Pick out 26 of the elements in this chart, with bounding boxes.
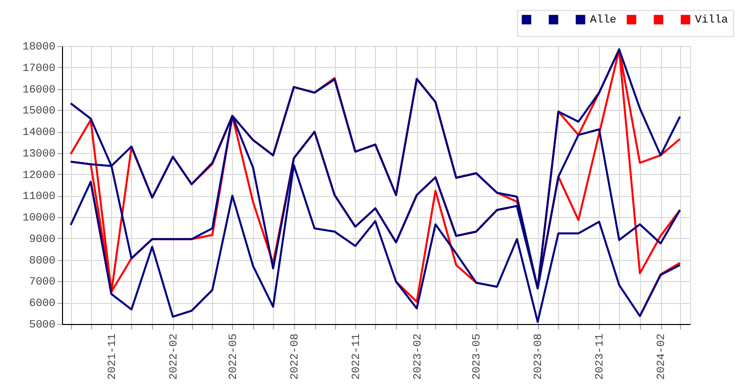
y-tick-label: 12000 <box>22 170 56 182</box>
y-tick-label: 11000 <box>22 191 56 204</box>
y-tick-label: 18000 <box>22 42 56 54</box>
x-tick-label: 2022-02 <box>168 334 180 380</box>
y-tick-label: 6000 <box>29 298 56 310</box>
y-tick-label: 5000 <box>29 320 56 332</box>
y-tick-label: 17000 <box>22 62 56 75</box>
y-tick-label: 8000 <box>29 255 56 268</box>
y-tick-label: 16000 <box>22 84 56 96</box>
y-tick-label: 14000 <box>22 127 56 140</box>
legend-label: Alle <box>590 14 616 27</box>
x-tick-label: 2024-02 <box>656 334 668 380</box>
x-tick-label: 2023-05 <box>472 334 484 380</box>
y-tick-label: 13000 <box>22 148 56 160</box>
y-tick-label: 7000 <box>29 276 56 289</box>
x-tick-label: 2022-05 <box>228 334 240 380</box>
x-tick-label: 2023-11 <box>594 333 607 380</box>
y-tick-label: 15000 <box>22 106 56 118</box>
legend-label: Villa <box>695 14 728 27</box>
x-tick-label: 2021-11 <box>106 333 119 380</box>
x-tick-label: 2022-11 <box>350 333 363 380</box>
x-tick-label: 2022-08 <box>289 334 302 380</box>
x-tick-label: 2023-08 <box>533 334 546 380</box>
x-tick-label: 2023-02 <box>412 334 424 380</box>
y-tick-label: 10000 <box>22 212 56 225</box>
y-tick-label: 9000 <box>29 234 56 246</box>
